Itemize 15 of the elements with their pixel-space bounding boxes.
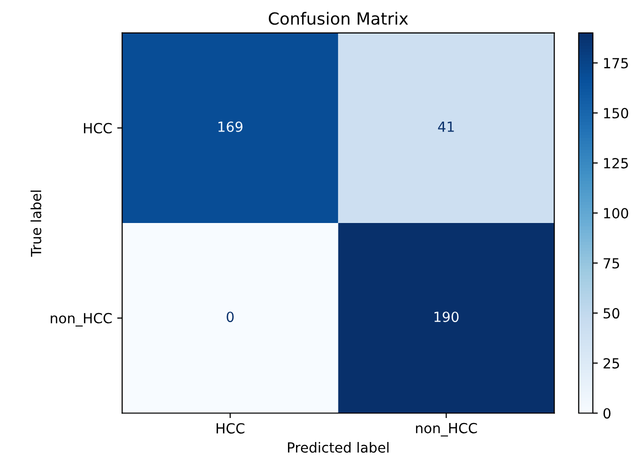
color-bar-label: 0 xyxy=(603,408,610,419)
y-axis-title: True label xyxy=(30,190,42,257)
chart-title: Confusion Matrix xyxy=(268,12,408,25)
color-bar-label: 175 xyxy=(604,58,628,68)
data-label: 41 xyxy=(438,122,454,132)
data-label: 0 xyxy=(226,312,234,322)
color-bar-label: 75 xyxy=(604,258,620,269)
data-label: 190 xyxy=(434,312,459,322)
color-bar-label: 125 xyxy=(604,158,628,168)
x-axis-title: Predicted label xyxy=(288,442,389,453)
color-bar-label: 150 xyxy=(604,108,628,118)
data-label: 169 xyxy=(218,121,242,132)
color-bar-label: 50 xyxy=(604,308,620,319)
color-bar-label: 100 xyxy=(604,208,628,218)
color-bar-label: 25 xyxy=(604,358,620,369)
